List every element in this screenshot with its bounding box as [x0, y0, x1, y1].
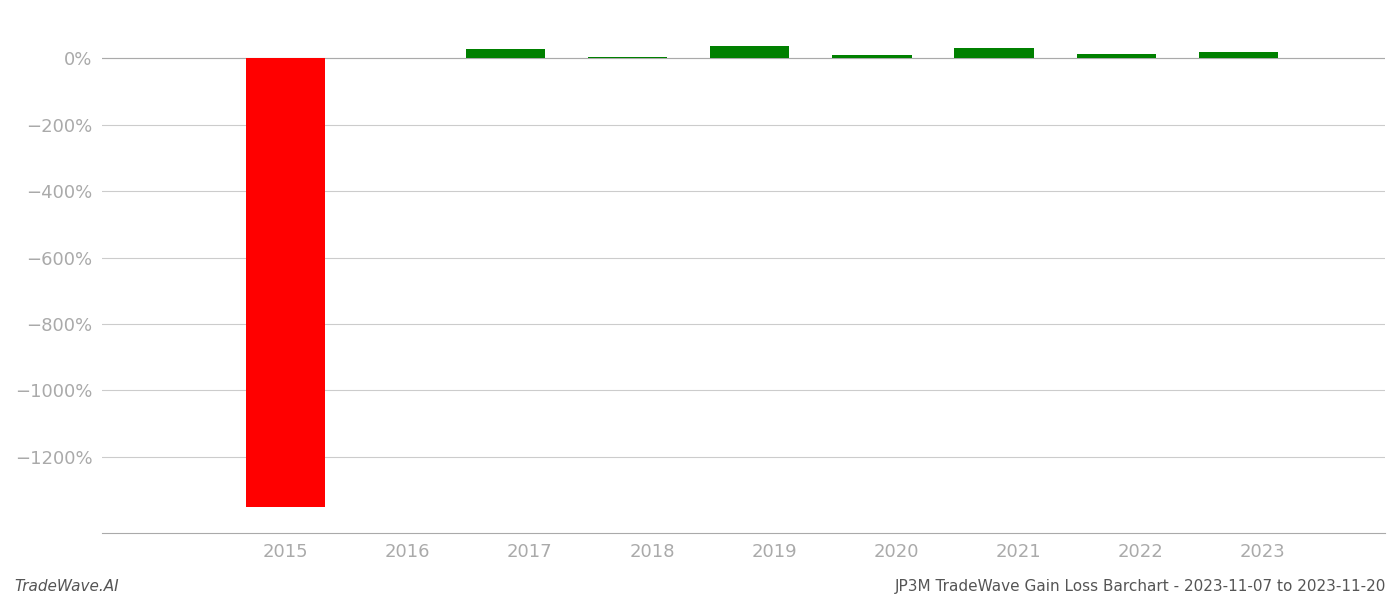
Bar	[955, 47, 1033, 58]
Text: JP3M TradeWave Gain Loss Barchart - 2023-11-07 to 2023-11-20: JP3M TradeWave Gain Loss Barchart - 2023…	[895, 579, 1386, 594]
Bar	[1077, 54, 1156, 58]
Bar	[466, 49, 545, 58]
Bar	[832, 55, 911, 58]
Bar	[710, 46, 790, 58]
Text: TradeWave.AI: TradeWave.AI	[14, 579, 119, 594]
Bar	[588, 56, 668, 58]
Bar	[246, 58, 325, 506]
Bar	[1198, 52, 1278, 58]
